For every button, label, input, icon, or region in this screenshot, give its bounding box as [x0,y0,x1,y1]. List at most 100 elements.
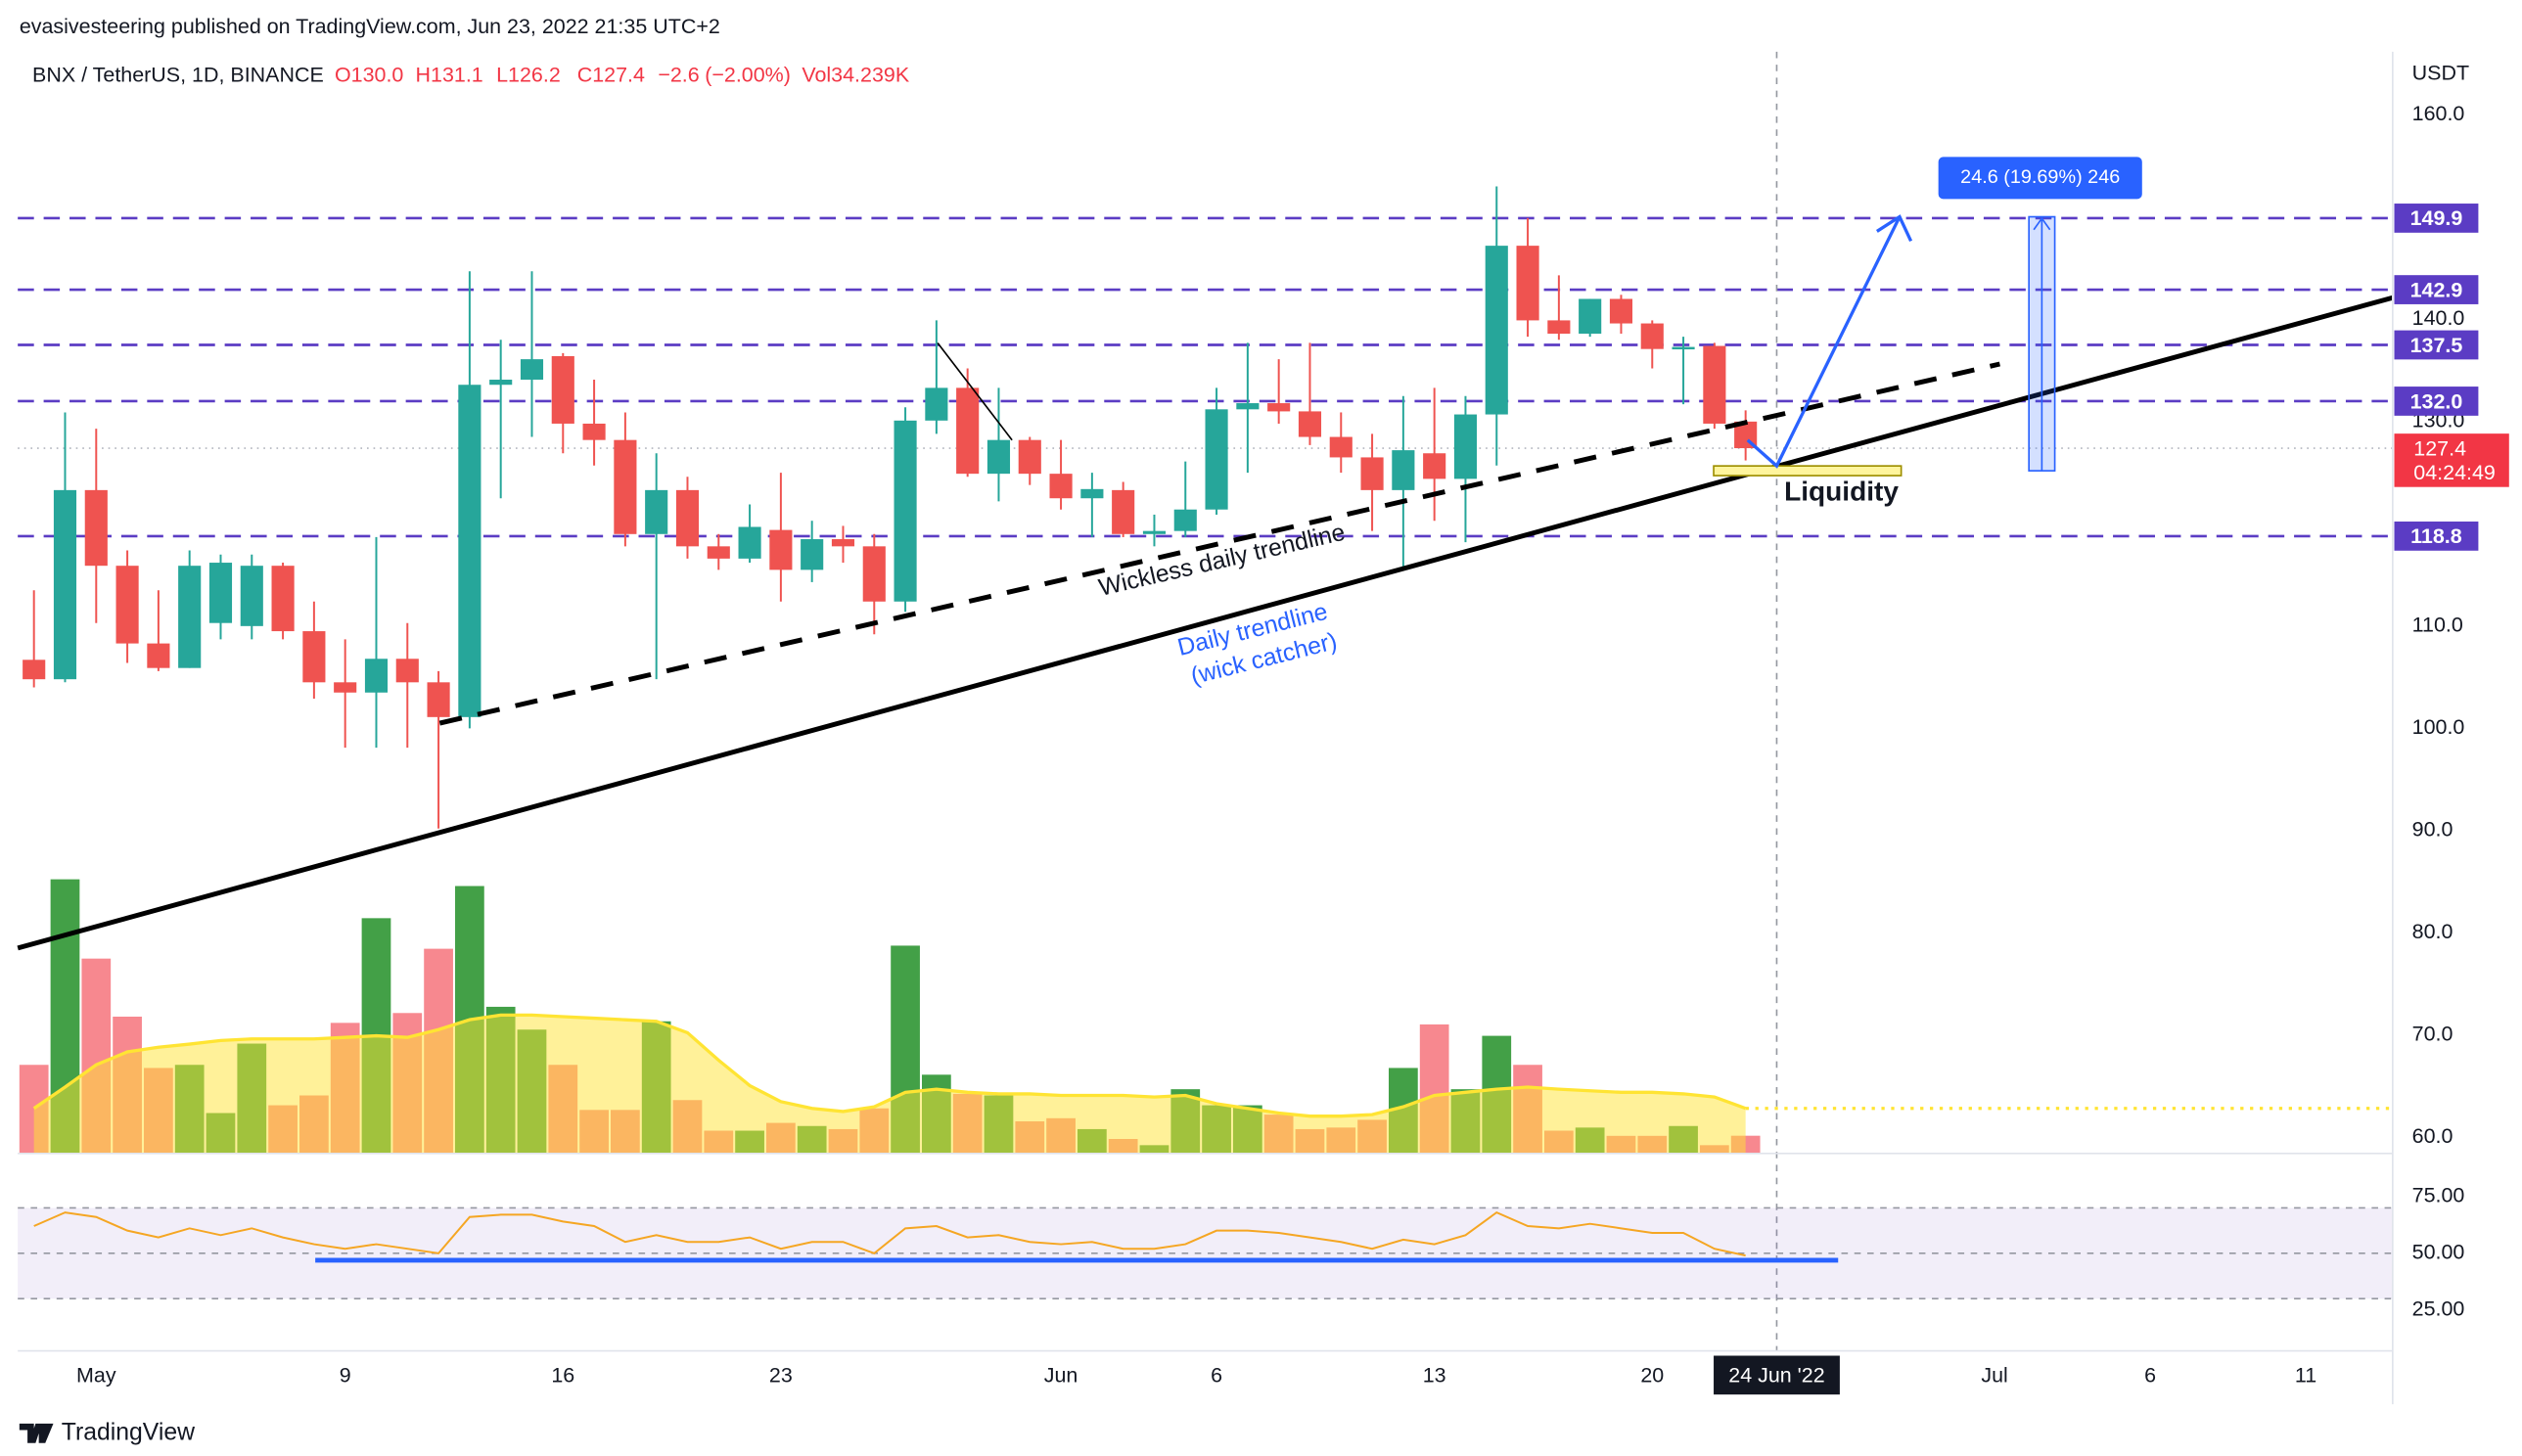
candle-body [738,526,761,559]
candle-body [115,566,139,644]
x-tick-label: May [76,1364,116,1388]
legend-value: O130.0 [335,63,403,86]
x-tick-label: Jun [1044,1364,1078,1388]
thin-line [937,342,1013,441]
legend-value: C127.4 [577,63,645,86]
candle-body [894,420,917,602]
candle-body [1236,403,1260,410]
candle-body [675,489,700,547]
candle-body [1049,474,1073,499]
candle-body [364,659,389,693]
legend-value: Vol34.239K [802,63,909,86]
rsi-tick-label: 25.00 [2412,1297,2465,1320]
candle-body [551,355,574,424]
candle-body [334,682,357,693]
candle-body [831,539,855,547]
candle-body [1579,298,1602,334]
measure-head [2033,216,2051,231]
candle-body [1112,489,1135,534]
candle-body [862,546,886,602]
level-label-box [2394,330,2479,360]
candle-body [427,682,450,717]
level-label-box [2394,204,2479,233]
candle-body [1609,298,1633,324]
volume-ma-area [33,1015,1746,1154]
x-tick-label: 11 [2295,1364,2316,1388]
y-tick-label: 90.0 [2412,817,2453,841]
candle-body [1360,457,1384,490]
symbol: BNX / TetherUS, 1D, BINANCE [32,63,324,86]
candle-body [1640,323,1664,349]
candle-body [986,439,1011,475]
candle-body [1142,530,1167,534]
legend-value: (−2.00%) [705,63,791,86]
y-tick-label: 70.0 [2412,1022,2453,1045]
candle-body [1516,246,1539,321]
last-price-label: 127.4 [2413,436,2466,460]
candle-body [707,546,730,559]
candle-body [582,423,606,440]
candle-body [956,387,980,475]
candle-body [53,489,77,680]
rsi-tick-label: 50.00 [2412,1241,2465,1264]
y-tick-label: 60.0 [2412,1124,2453,1148]
candle-body [458,385,481,717]
candle-body [1672,346,1695,350]
last-price-box [2394,433,2509,487]
liquidity-label: Liquidity [1784,477,1899,507]
x-tick-label: 20 [1640,1364,1664,1388]
candle-body [208,563,233,623]
level-label-box [2394,275,2479,304]
front-layer: 160.0140.0130.0110.0100.090.080.070.060.… [76,63,2509,1395]
volume-layer [19,879,2393,1257]
x-tick-label: 9 [340,1364,351,1388]
logo-icon [19,1423,54,1443]
level-label-box [2394,522,2479,551]
x-tick-label: Jul [1981,1364,2007,1388]
y-tick-label: 110.0 [2412,614,2463,637]
x-tick-label: 16 [551,1364,574,1388]
candle-body [801,539,824,570]
wickless-trendline [438,361,2000,726]
rsi-line [33,1210,1746,1257]
level-label: 137.5 [2410,334,2463,357]
candle-body [271,566,295,632]
y-tick-label: 100.0 [2412,715,2465,739]
candle-body [1080,488,1104,499]
candle-body [395,659,419,683]
candle-body [147,643,170,668]
candle-body [1298,411,1322,437]
candle-body [240,566,263,626]
candle-body [1547,320,1571,334]
candle-body [84,489,108,567]
legend-value: −2.6 [658,63,699,86]
measure-label: 24.6 (19.69%) 246 [1960,166,2120,188]
x-tick-label: 23 [769,1364,793,1388]
candle-body [614,439,637,534]
daily-trendline [17,295,2394,951]
crosshair-label: 24 Jun '22 [1728,1364,1824,1388]
candle-layer [23,186,1758,829]
candle-body [1173,509,1197,531]
candle-body [1453,414,1478,479]
x-tick-label: 13 [1423,1364,1446,1388]
y-tick-label: 160.0 [2412,102,2465,125]
crosshair-box [1714,1355,1840,1395]
x-tick-label: 6 [1211,1364,1222,1388]
publisher: evasivesteering published on TradingView… [20,15,720,38]
axis-unit: USDT [2412,62,2469,85]
level-label: 118.8 [2410,524,2462,548]
candle-body [489,380,513,386]
legend-value: H131.1 [416,63,483,86]
x-tick-label: 6 [2144,1364,2156,1388]
countdown: 04:24:49 [2413,461,2496,484]
candle-body [645,489,668,534]
rsi-tick-label: 75.00 [2412,1184,2465,1207]
candle-body [1703,345,1726,424]
candle-body [1485,246,1508,415]
measure-label-box [1938,157,2142,200]
volume-ma-line [32,1013,1747,1118]
legend-value: L126.2 [496,63,561,86]
